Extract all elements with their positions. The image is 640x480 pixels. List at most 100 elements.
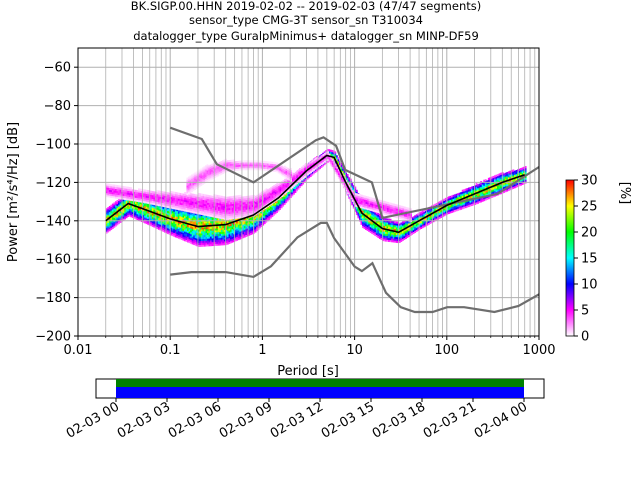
psd-density-cell [503,182,506,186]
psd-density-cell [199,197,202,200]
psd-density-cell [211,222,214,225]
psd-density-cell [467,204,470,208]
psd-density-cell [351,187,354,190]
psd-density-cell [515,185,518,188]
psd-density-cell [400,226,403,229]
psd-density-cell [125,194,128,197]
psd-density-cell [205,230,208,234]
psd-density-cell [239,196,242,200]
psd-density-cell [211,205,214,208]
psd-density-cell [372,232,375,235]
psd-density-cell [452,196,455,199]
psd-density-cell [254,218,257,222]
psd-density-cell [377,216,380,219]
psd-density-cell [177,215,180,218]
psd-density-cell [159,226,162,229]
psd-density-cell [392,221,395,224]
psd-density-cell [446,212,449,215]
psd-density-cell [253,225,255,228]
psd-density-cell [184,235,186,238]
psd-density-cell [266,217,269,220]
psd-density-cell [237,220,240,223]
psd-density-cell [210,199,213,202]
psd-density-cell [187,219,189,222]
psd-density-cell [137,201,140,204]
psd-density-cell [374,233,377,236]
psd-density-cell [262,190,265,193]
psd-density-cell [184,192,186,195]
psd-density-cell [162,222,165,225]
psd-density-cell [492,179,495,182]
psd-density-cell [208,199,211,202]
psd-density-cell [137,216,140,219]
psd-density-cell [122,195,125,198]
psd-density-cell [194,198,197,201]
psd-density-cell [191,226,194,230]
psd-density-cell [350,189,352,192]
psd-density-cell [274,193,277,196]
psd-density-cell [251,218,254,221]
psd-density-cell [214,209,217,213]
psd-density-cell [277,205,280,208]
psd-density-cell [147,195,150,199]
psd-density-cell [191,208,194,212]
psd-density-cell [199,240,202,244]
psd-density-cell [139,219,142,222]
psd-density-cell [147,190,150,193]
psd-density-cell [197,223,200,226]
psd-density-cell [202,227,205,230]
psd-density-cell [185,231,188,235]
psd-density-cell [354,207,357,210]
psd-density-cell [360,222,363,225]
psd-density-cell [177,234,180,237]
psd-density-cell [214,213,217,216]
psd-density-cell [171,228,174,231]
psd-density-cell [253,202,256,205]
psd-density-cell [400,222,403,225]
psd-density-cell [358,211,361,214]
psd-density-cell [233,224,235,227]
psd-density-cell [222,213,225,216]
psd-density-cell [205,223,208,226]
psd-density-cell [355,189,358,193]
psd-density-cell [105,210,108,213]
psd-density-cell [248,233,251,236]
psd-density-cell [210,197,213,200]
psd-density-cell [291,180,294,183]
psd-density-cell [411,217,413,220]
psd-density-cell [371,224,374,227]
psd-density-cell [203,234,206,238]
psd-density-cell [477,199,479,202]
psd-density-cell [234,233,237,236]
psd-density-cell [474,200,476,204]
psd-density-cell [506,173,509,177]
psd-density-cell [207,221,209,224]
psd-density-cell [231,215,234,218]
psd-density-cell [362,225,364,228]
psd-density-cell [472,203,475,206]
psd-density-cell [287,182,289,185]
psd-density-cell [279,203,282,207]
psd-density-cell [205,202,208,205]
psd-density-cell [221,213,223,216]
psd-density-cell [279,182,282,185]
psd-density-cell [357,199,360,202]
psd-density-cell [190,218,192,221]
psd-density-cell [280,189,283,192]
psd-density-cell [139,213,142,216]
psd-density-cell [170,204,173,207]
psd-density-cell [483,183,486,186]
psd-density-cell [107,209,110,212]
psd-density-cell [429,221,432,224]
psd-density-cell [185,228,188,231]
psd-density-cell [216,215,219,219]
psd-density-cell [105,217,108,221]
psd-density-cell [221,199,223,202]
psd-density-cell [266,207,269,210]
psd-density-cell [167,224,169,227]
psd-density-cell [147,218,150,221]
psd-density-cell [220,233,223,236]
psd-density-cell [346,175,349,179]
psd-density-cell [116,223,119,226]
psd-density-cell [122,199,125,202]
